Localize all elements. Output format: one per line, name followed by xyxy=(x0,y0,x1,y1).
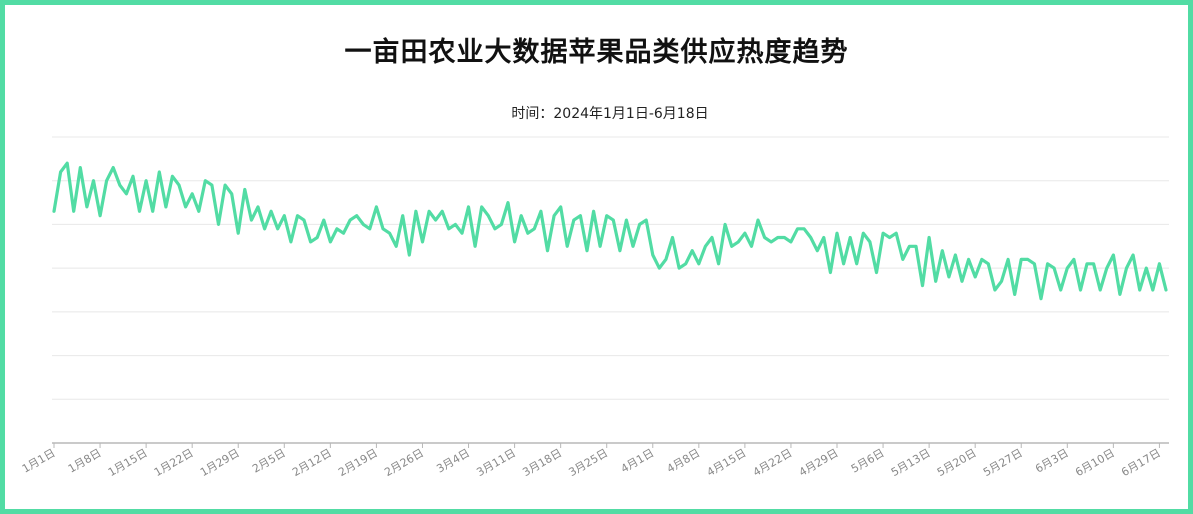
x-tick-label: 4月22日 xyxy=(751,446,795,479)
x-tick-label: 2月12日 xyxy=(290,446,334,479)
x-tick-label: 4月29日 xyxy=(797,446,841,479)
x-tick-label: 2月19日 xyxy=(336,446,380,479)
x-tick-label: 5月27日 xyxy=(981,446,1025,479)
x-tick-label: 6月17日 xyxy=(1119,446,1163,479)
x-tick-label: 2月26日 xyxy=(382,446,426,479)
chart-subtitle: 时间：2024年1月1日-6月18日 xyxy=(511,106,709,122)
x-tick-label: 4月8日 xyxy=(665,446,703,475)
x-tick-label: 3月18日 xyxy=(520,446,564,479)
x-tick-label: 3月4日 xyxy=(434,446,472,475)
x-tick-label: 1月15日 xyxy=(106,446,150,479)
x-tick-label: 5月13日 xyxy=(889,446,933,479)
x-tick-label: 1月29日 xyxy=(198,446,242,479)
x-tick-label: 2月5日 xyxy=(250,446,288,475)
series-line xyxy=(52,161,1168,301)
x-tick-label: 1月8日 xyxy=(66,446,104,475)
x-tick-label: 4月15日 xyxy=(705,446,749,479)
x-tick-label: 6月10日 xyxy=(1073,446,1117,479)
x-tick-label: 5月20日 xyxy=(935,446,979,479)
x-tick-label: 5月6日 xyxy=(849,446,887,475)
x-tick-label: 3月11日 xyxy=(474,446,518,479)
chart-title: 一亩田农业大数据苹果品类供应热度趋势 xyxy=(344,37,849,68)
x-tick-label: 3月25日 xyxy=(566,446,610,479)
x-tick-label: 1月22日 xyxy=(152,446,196,479)
x-tick-label: 6月3日 xyxy=(1033,446,1071,475)
x-tick-label: 4月1日 xyxy=(619,446,657,475)
x-tick-label: 1月1日 xyxy=(20,446,58,475)
